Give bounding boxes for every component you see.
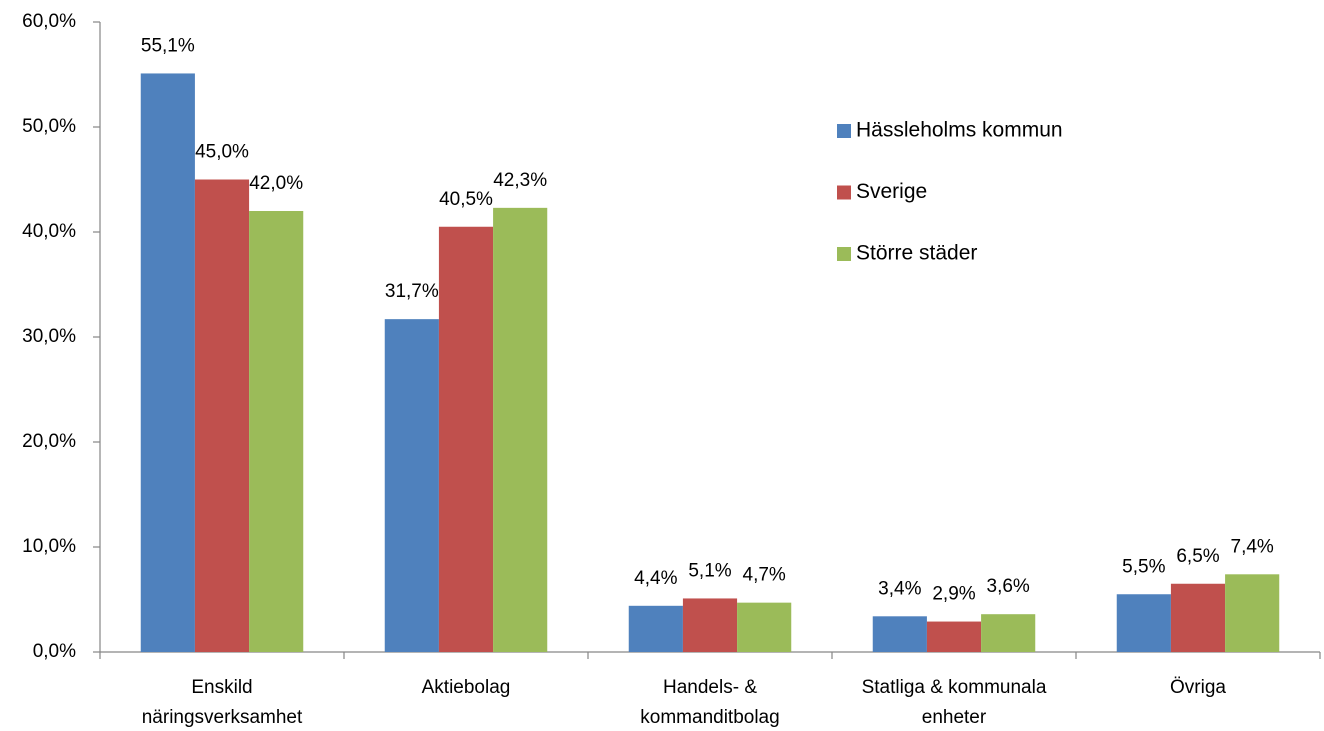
y-tick-label: 50,0% — [22, 116, 76, 137]
y-tick-label: 20,0% — [22, 431, 76, 452]
bar — [249, 211, 304, 652]
data-label: 3,6% — [987, 576, 1030, 597]
bar — [737, 602, 792, 652]
legend-swatch — [837, 185, 851, 200]
data-label: 42,0% — [249, 173, 303, 194]
data-label: 5,5% — [1122, 556, 1165, 577]
data-label: 4,4% — [634, 568, 677, 589]
x-tick-label: Enskild — [191, 677, 252, 698]
bar — [1170, 583, 1226, 652]
bar — [682, 598, 738, 652]
legend-label: Större städer — [856, 242, 977, 265]
bar — [493, 207, 548, 652]
data-label: 40,5% — [439, 189, 493, 210]
data-label: 55,1% — [141, 35, 195, 56]
bar — [438, 226, 494, 652]
data-label: 31,7% — [385, 281, 439, 302]
x-tick-label: Övriga — [1170, 677, 1226, 698]
data-label: 3,4% — [878, 578, 921, 599]
data-label: 6,5% — [1176, 546, 1219, 567]
legend-label: Sverige — [856, 180, 927, 203]
data-label: 5,1% — [688, 560, 731, 581]
bar — [872, 616, 927, 652]
x-tick-label: Statliga & kommunala — [862, 677, 1047, 698]
y-tick-label: 60,0% — [22, 11, 76, 32]
legend-swatch — [837, 247, 851, 261]
bar — [140, 73, 195, 652]
bar — [384, 319, 439, 652]
bar — [981, 614, 1036, 652]
x-tick-label: Aktiebolag — [422, 677, 511, 698]
x-tick-label: kommanditbolag — [640, 707, 779, 728]
bar — [194, 179, 250, 652]
x-tick-label: näringsverksamhet — [142, 707, 303, 728]
data-label: 4,7% — [743, 565, 786, 586]
y-tick-label: 40,0% — [22, 221, 76, 242]
x-tick-label: Handels- & — [663, 677, 757, 698]
data-label: 42,3% — [493, 170, 547, 191]
y-tick-label: 0,0% — [33, 641, 76, 662]
y-tick-label: 10,0% — [22, 536, 76, 557]
bar — [1116, 594, 1171, 652]
data-label: 2,9% — [932, 584, 975, 605]
legend-label: Hässleholms kommun — [856, 119, 1063, 142]
bar — [926, 621, 982, 652]
bar — [1225, 574, 1280, 652]
data-label: 45,0% — [195, 142, 249, 163]
legend-swatch — [837, 124, 851, 138]
bar — [628, 605, 683, 652]
data-label: 7,4% — [1231, 536, 1274, 557]
x-tick-label: enheter — [922, 707, 987, 728]
y-tick-label: 30,0% — [22, 326, 76, 347]
